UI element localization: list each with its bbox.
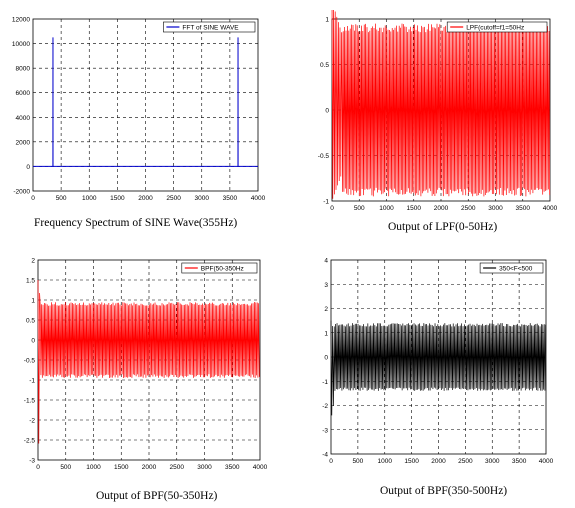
series-line <box>331 10 551 199</box>
y-tick-label: -0.5 <box>24 358 36 365</box>
x-tick-label: 500 <box>352 458 363 465</box>
y-tick-label: 6000 <box>16 90 31 97</box>
data-series <box>33 37 258 167</box>
x-tick-label: 4000 <box>253 464 268 471</box>
y-tick-label: 0.5 <box>26 318 35 325</box>
x-tick-label: 2000 <box>434 205 449 212</box>
legend-label: FFT of SINE WAVE <box>182 24 239 31</box>
lpf-caption: Output of LPF(0-50Hz) <box>388 221 498 233</box>
y-tick-label: -4 <box>322 452 328 459</box>
y-tick-label: -1 <box>323 199 329 206</box>
legend-box <box>163 21 256 33</box>
x-tick-label: 3500 <box>512 458 527 465</box>
series-line <box>37 279 260 444</box>
y-tick-label: 1 <box>324 330 328 337</box>
y-tick-label: 0 <box>324 355 328 362</box>
x-tick-label: 1500 <box>404 458 419 465</box>
y-tick-label: 3 <box>324 282 328 289</box>
x-tick-label: 3500 <box>223 195 238 202</box>
x-tick-label: 1000 <box>378 458 393 465</box>
x-tick-label: 3500 <box>225 464 240 471</box>
x-tick-label: 2500 <box>458 458 473 465</box>
legend: 350<F<500 <box>479 262 544 274</box>
y-tick-label: -1 <box>29 378 35 385</box>
y-tick-label: -1 <box>322 379 328 386</box>
legend-label: LPF(cutoff=f1=50Hz <box>466 24 524 31</box>
y-tick-label: 2 <box>324 306 328 313</box>
y-tick-label: 4000 <box>16 115 31 122</box>
legend-box <box>446 21 548 33</box>
y-tick-label: -2000 <box>13 189 30 196</box>
y-tick-label: 2 <box>31 258 35 265</box>
x-tick-label: 1500 <box>114 464 129 471</box>
y-tick-label: 0 <box>31 338 35 345</box>
x-tick-label: 1000 <box>379 205 394 212</box>
x-tick-label: 1000 <box>82 195 97 202</box>
x-tick-label: 2000 <box>142 464 157 471</box>
bpf-50-350-caption: Output of BPF(50-350Hz) <box>96 490 218 502</box>
y-tick-label: 10000 <box>12 41 30 48</box>
data-series <box>330 320 546 416</box>
legend-box <box>181 262 258 274</box>
legend: FFT of SINE WAVE <box>163 21 256 33</box>
x-tick-label: 3000 <box>197 464 212 471</box>
data-series <box>37 279 260 444</box>
x-tick-label: 2000 <box>138 195 153 202</box>
x-tick-label: 0 <box>330 205 334 212</box>
y-tick-label: -2 <box>29 418 35 425</box>
x-tick-label: 1500 <box>407 205 422 212</box>
lpf-chart: 0 500 1000 1500 2000 2500 3000 3500 4000 -1 -0.5 0 0… <box>318 10 558 212</box>
bpf-350-500-caption: Output of BPF(350-500Hz) <box>380 485 508 497</box>
x-tick-label: 0 <box>31 195 35 202</box>
spectrum-chart: 0 500 1000 1500 2000 2500 3000 3500 4000-2000020… <box>12 17 266 203</box>
y-tick-label: -3 <box>322 427 328 434</box>
y-tick-label: 0 <box>325 108 329 115</box>
legend: LPF(cutoff=f1=50Hz <box>446 21 548 33</box>
series-line <box>33 37 258 167</box>
x-tick-label: 0 <box>329 458 333 465</box>
x-tick-label: 3000 <box>488 205 503 212</box>
y-tick-label: 0.5 <box>320 62 329 69</box>
x-tick-label: 500 <box>354 205 365 212</box>
x-tick-label: 3000 <box>485 458 500 465</box>
x-tick-label: 500 <box>60 464 71 471</box>
y-tick-label: 1 <box>325 17 329 24</box>
legend-box <box>479 262 544 274</box>
legend-label: BPF(50-350Hz <box>201 265 244 272</box>
y-tick-label: -3 <box>29 458 35 465</box>
y-tick-label: 1.5 <box>26 278 35 285</box>
x-tick-label: 3000 <box>195 195 210 202</box>
legend-label: 350<F<500 <box>499 265 533 272</box>
y-tick-label: 12000 <box>12 17 30 24</box>
bpf-50-350-chart: 0 500 1000 1500 2000 2500 3000 3500 4000 -3 -2.5 -2… <box>24 258 268 472</box>
data-series <box>331 10 551 199</box>
spectrum-caption: Frequency Spectrum of SINE Wave(355Hz) <box>34 217 238 229</box>
x-tick-label: 4000 <box>539 458 554 465</box>
y-tick-label: 2000 <box>16 139 31 146</box>
bpf-350-500-chart: 0 500 1000 1500 2000 2500 3000 3500 4000 -4 -3 -2 -1… <box>322 258 554 466</box>
y-tick-label: -2 <box>322 403 328 410</box>
x-tick-label: 2500 <box>166 195 181 202</box>
x-tick-label: 1500 <box>110 195 125 202</box>
x-tick-label: 4000 <box>251 195 266 202</box>
x-tick-label: 2500 <box>461 205 476 212</box>
y-tick-label: -1.5 <box>24 398 36 405</box>
x-tick-label: 2500 <box>170 464 185 471</box>
y-tick-label: -2.5 <box>24 438 36 445</box>
legend: BPF(50-350Hz <box>181 262 258 274</box>
x-tick-label: 3500 <box>516 205 531 212</box>
y-tick-label: 8000 <box>16 66 31 73</box>
x-tick-label: 1000 <box>86 464 101 471</box>
y-tick-label: 4 <box>324 258 328 265</box>
x-tick-label: 0 <box>36 464 40 471</box>
x-tick-label: 2000 <box>431 458 446 465</box>
y-tick-label: 1 <box>31 298 35 305</box>
y-tick-label: -0.5 <box>318 153 330 160</box>
x-tick-label: 4000 <box>543 205 558 212</box>
series-line <box>330 320 546 416</box>
x-tick-label: 500 <box>56 195 67 202</box>
y-tick-label: 0 <box>26 164 30 171</box>
